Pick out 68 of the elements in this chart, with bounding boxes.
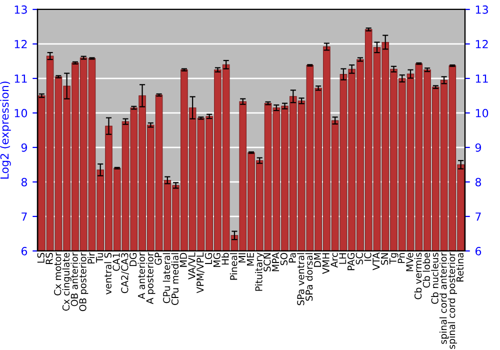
x-tick-label: A posterior (146, 252, 156, 304)
x-tick-label: SPa ventral (296, 253, 304, 306)
y2-tick-label: 6 (476, 246, 482, 256)
y2-tick-label: 8 (475, 178, 482, 186)
x-tick-label: MI (238, 253, 246, 262)
x-tick-label: MVe (406, 252, 414, 272)
x-tick-label: VTA (372, 252, 380, 270)
y-tick-label: 13 (14, 5, 27, 14)
x-tick-label: A anterior (138, 252, 146, 300)
x-tick-label: SN (380, 253, 388, 265)
x-tick-label: GP (154, 252, 162, 265)
x-tick-label: Cx cingulate (62, 252, 72, 311)
x-tick-label: Pn (398, 253, 405, 263)
x-tick-label: CPu lateral (162, 253, 170, 304)
y2-tick-label: 7 (476, 212, 481, 221)
x-tick-label: Tg (389, 253, 398, 264)
x-tick-label: Tu (96, 253, 104, 263)
x-tick-label: CPu medial (171, 253, 179, 305)
x-tick-label: ventral S (104, 252, 112, 294)
x-tick-label: OB posterior (79, 252, 88, 312)
y2-tick-label: 9 (475, 143, 482, 152)
x-tick-label: MG (213, 253, 220, 267)
x-tick-label: DG (129, 253, 137, 266)
x-tick-label: MPA (272, 252, 280, 272)
x-tick-label: Pituitary (255, 252, 264, 291)
y2-tick-label: 13 (476, 5, 488, 14)
x-tick-label: DM (314, 253, 321, 267)
y-tick-label: 8 (21, 178, 28, 186)
x-tick-label: VA/VL (188, 252, 196, 280)
x-tick-label: SPa dorsal (305, 253, 313, 301)
x-tick-label: LS (37, 252, 44, 263)
y-tick-label: 11 (14, 74, 27, 83)
y-tick-label: 6 (21, 246, 28, 256)
x-tick-label: Cx motor (54, 252, 62, 296)
x-tick-label: LG (204, 253, 212, 264)
x-tick-label: spinal cord posterior (448, 252, 457, 349)
x-tick-label: PAG (347, 253, 355, 270)
y2-tick-label: 12 (476, 40, 488, 48)
y-tick-label: 7 (22, 212, 27, 221)
x-tick-label: spinal cord anterior (439, 252, 449, 344)
x-tick-label: VMH (322, 253, 330, 274)
x-tick-label: IC (364, 252, 372, 261)
x-tick-label: RS (46, 252, 53, 264)
y-axis-title: Log2 (expression) (0, 82, 11, 179)
x-tick-label: SO (280, 252, 288, 266)
x-tick-label: SCN (264, 253, 271, 272)
x-tick-label: MD (180, 252, 187, 267)
x-tick-label: Pineal (230, 253, 238, 280)
x-tick-label: Retina (456, 253, 464, 282)
x-tick-label: Cb vermis (414, 252, 422, 300)
x-tick-label: OB anterior (70, 252, 78, 306)
x-tick-label: Pa (288, 253, 296, 262)
y2-tick-label: 11 (476, 74, 488, 83)
x-tick-label: Pir (87, 252, 95, 264)
x-tick-label: Cb lobe (422, 252, 430, 288)
x-tick-label: VPM/VPL (196, 252, 204, 294)
y-tick-label: 9 (21, 143, 27, 152)
x-tick-label: Hb (222, 252, 229, 265)
x-tick-label: CA2/CA3 (121, 253, 129, 294)
y-tick-label: 12 (14, 40, 27, 48)
x-tick-label: ME (246, 252, 254, 266)
x-tick-label: Arc (330, 252, 338, 268)
x-tick-label: CA1 (112, 253, 120, 271)
x-tick-label: LH (339, 253, 346, 264)
x-tick-label: Cb nucleus (431, 252, 438, 304)
y2-tick-label: 10 (476, 108, 488, 118)
y-tick-label: 10 (14, 108, 28, 118)
x-tick-label: SC (356, 252, 363, 264)
